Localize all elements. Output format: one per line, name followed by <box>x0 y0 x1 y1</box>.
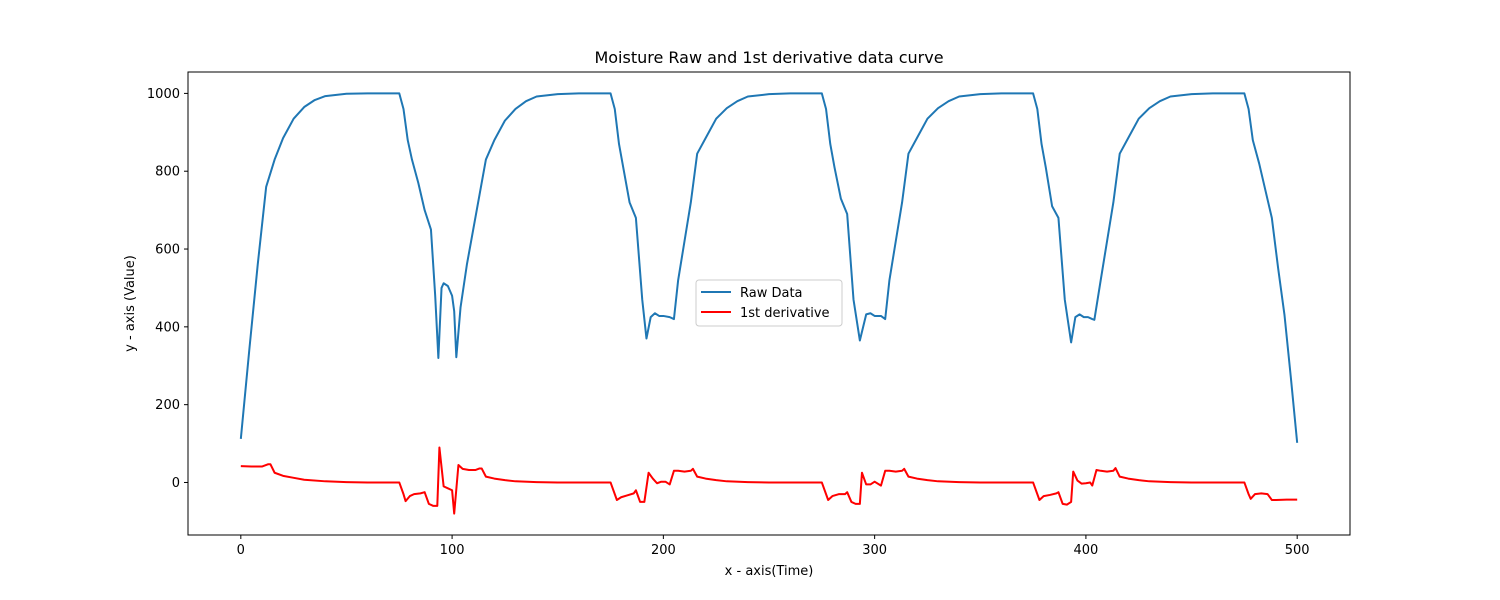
y-tick-label: 0 <box>172 476 180 491</box>
x-axis-label: x - axis(Time) <box>725 564 814 579</box>
x-tick-label: 200 <box>651 543 676 558</box>
x-tick-label: 300 <box>862 543 887 558</box>
x-tick-label: 100 <box>440 543 465 558</box>
y-tick-label: 600 <box>155 243 180 258</box>
legend-box <box>695 279 843 327</box>
y-axis-label: y - axis (Value) <box>123 255 138 352</box>
y-axis-ticks: 0 200 400 600 800 1000 <box>147 87 188 491</box>
x-axis-ticks: 0 100 200 300 400 500 <box>237 535 1310 558</box>
chart-title: Moisture Raw and 1st derivative data cur… <box>594 48 943 67</box>
plot-area-frame <box>187 71 1351 536</box>
series-line-raw-data <box>239 92 1299 443</box>
x-tick-label: 400 <box>1073 543 1098 558</box>
y-tick-label: 200 <box>155 398 180 413</box>
x-tick-label: 0 <box>237 543 245 558</box>
y-tick-label: 1000 <box>147 87 180 102</box>
y-tick-label: 400 <box>155 320 180 335</box>
x-tick-label: 500 <box>1285 543 1310 558</box>
y-tick-label: 800 <box>155 165 180 180</box>
legend-label-raw-data: Raw Data <box>740 286 803 301</box>
legend-label-1st-derivative: 1st derivative <box>740 306 830 321</box>
legend: Raw Data 1st derivative <box>695 279 843 327</box>
series-layer <box>239 92 1299 515</box>
series-line-1st-derivative <box>240 446 1298 515</box>
